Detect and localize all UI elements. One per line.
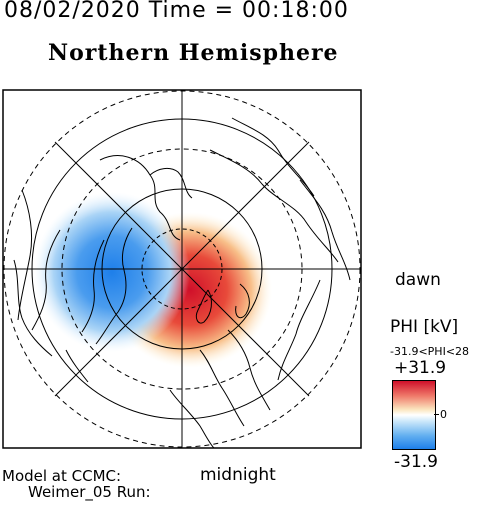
- colorbar-range: -31.9<PHI<28: [390, 345, 470, 358]
- run-label: Weimer_05 Run:: [28, 483, 151, 501]
- midnight-label: midnight: [200, 465, 276, 485]
- colorbar-title: PHI [kV]: [390, 317, 459, 337]
- colorbar: [392, 380, 436, 450]
- colorbar-zero-tick: [434, 414, 439, 415]
- colorbar-max-label: +31.9: [394, 358, 447, 378]
- colorbar-zero-label: 0: [440, 408, 447, 421]
- coastlines: [13, 117, 351, 448]
- model-label: Model at CCMC:: [2, 467, 122, 485]
- dawn-label: dawn: [395, 270, 441, 290]
- hemisphere-title: Northern Hemisphere: [48, 40, 339, 66]
- date-time-title: 08/02/2020 Time = 00:18:00: [4, 0, 349, 23]
- negative-potential-cell: [34, 192, 190, 352]
- colorbar-min-label: -31.9: [394, 452, 438, 472]
